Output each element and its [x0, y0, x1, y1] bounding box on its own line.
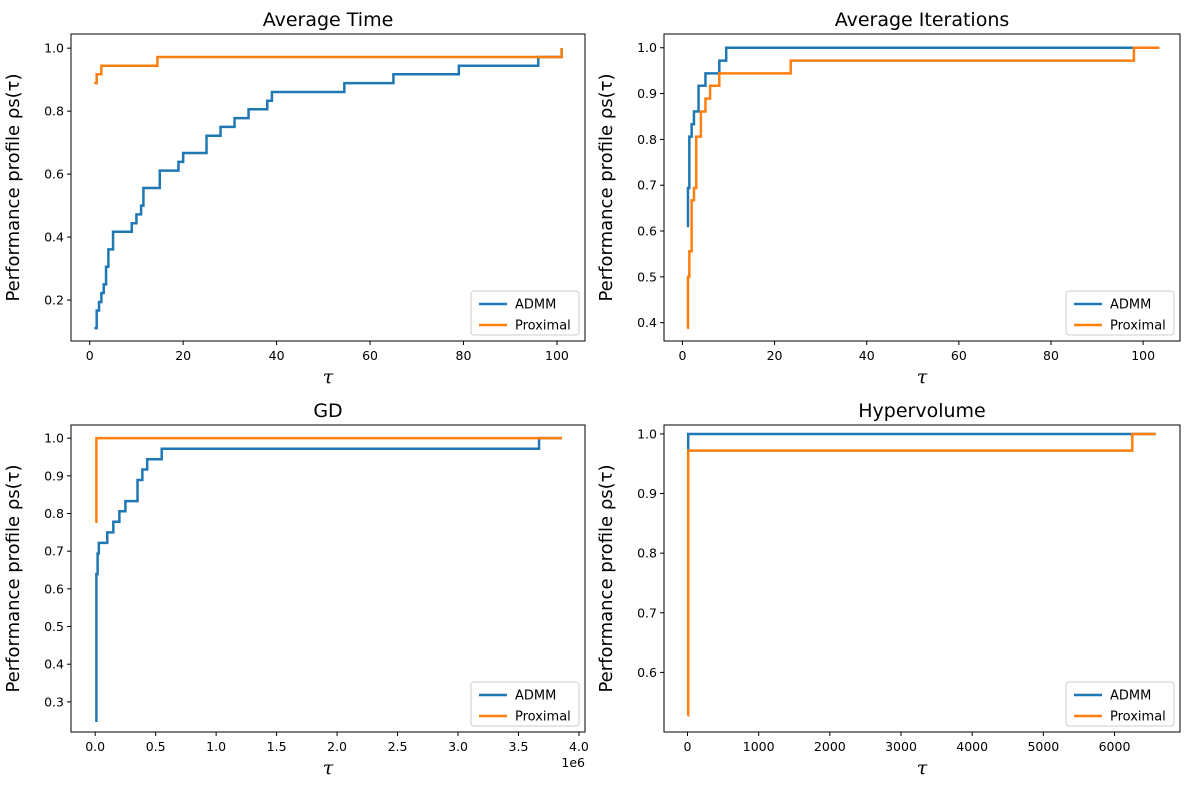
y-tick-label: 1.0 [44, 431, 64, 446]
chart-title: Average Iterations [835, 9, 1010, 31]
y-tick-label: 0.9 [637, 486, 657, 501]
y-axis-label: Performance profile ρs(τ) [596, 73, 617, 301]
legend-label: Proximal [1110, 710, 1166, 725]
x-tick-label: 4000 [956, 739, 988, 754]
x-tick-label: 80 [1043, 348, 1059, 363]
x-tick-label: 1.0 [206, 739, 226, 754]
chart-title: Hypervolume [858, 400, 985, 422]
legend: ADMM Proximal [1065, 681, 1175, 727]
x-tick-label: 20 [767, 348, 783, 363]
axes-frame [70, 424, 586, 733]
legend-label: ADMM [515, 689, 556, 704]
x-tick-label: 3.0 [448, 739, 468, 754]
chart-title: GD [313, 400, 342, 422]
series-line-admm [95, 436, 563, 722]
x-tick-label: 0.0 [85, 739, 105, 754]
x-tick-label: 3000 [885, 739, 917, 754]
x-tick-label: 100 [545, 348, 569, 363]
y-tick-label: 1.0 [44, 41, 64, 56]
x-tick-label: 5000 [1027, 739, 1059, 754]
y-tick-label: 0.6 [44, 167, 64, 182]
x-tick-label: 2000 [814, 739, 846, 754]
series-line-proximal [94, 48, 563, 85]
y-tick-label: 0.4 [637, 315, 657, 330]
x-tick-label: 2.5 [388, 739, 408, 754]
y-tick-label: 0.5 [44, 619, 64, 634]
series-line-proximal [686, 46, 1160, 329]
x-tick-label: 2.0 [327, 739, 347, 754]
series-line-proximal [686, 432, 1156, 717]
legend-label: ADMM [515, 298, 556, 313]
legend-label: ADMM [1110, 689, 1151, 704]
legend: ADMM Proximal [470, 681, 580, 727]
x-tick-label: 1.5 [267, 739, 287, 754]
y-tick-label: 1.0 [637, 426, 657, 441]
x-tick-label: 3.5 [509, 739, 529, 754]
y-tick-label: 0.2 [44, 293, 64, 308]
y-tick-label: 0.8 [637, 132, 657, 147]
series-line-admm [686, 46, 1160, 228]
x-tick-label: 0 [684, 739, 692, 754]
chart-panel-2: Average Iterations Performance profile ρs… [596, 9, 1181, 388]
y-tick-label: 0.7 [44, 544, 64, 559]
x-axis-offset-label: 1e6 [561, 755, 585, 770]
x-axis-label: τ [917, 366, 928, 388]
axes-frame [663, 424, 1181, 733]
legend: ADMM Proximal [1065, 290, 1175, 336]
y-axis-label: Performance profile ρs(τ) [596, 464, 617, 692]
chart-panel-3: GD Performance profile ρs(τ) τ 0.0 0.5 1.0 1.5… [3, 400, 589, 779]
chart-panel-1: Average Time Performance profile ρs(τ) τ 0 2… [3, 9, 586, 388]
y-tick-label: 0.9 [637, 86, 657, 101]
x-tick-label: 0 [678, 348, 686, 363]
y-tick-label: 0.3 [44, 694, 64, 709]
y-tick-label: 0.7 [637, 178, 657, 193]
x-tick-label: 60 [362, 348, 378, 363]
series-line-proximal [95, 436, 563, 524]
series-line-admm [94, 48, 563, 330]
y-tick-label: 0.8 [637, 546, 657, 561]
chart-title: Average Time [263, 9, 394, 31]
y-tick-label: 0.7 [637, 605, 657, 620]
x-axis-label: τ [323, 757, 334, 779]
y-tick-label: 0.6 [637, 665, 657, 680]
x-tick-label: 80 [456, 348, 472, 363]
x-tick-label: 4.0 [569, 739, 589, 754]
y-tick-label: 0.8 [44, 104, 64, 119]
axes-frame [663, 33, 1181, 342]
y-tick-label: 0.4 [44, 657, 64, 672]
y-axis-label: Performance profile ρs(τ) [3, 73, 24, 301]
legend-label: Proximal [515, 710, 571, 725]
legend: ADMM Proximal [470, 290, 580, 336]
y-tick-label: 0.9 [44, 468, 64, 483]
x-tick-label: 1000 [743, 739, 775, 754]
x-axis-label: τ [323, 366, 334, 388]
x-tick-label: 20 [175, 348, 191, 363]
x-tick-label: 40 [859, 348, 875, 363]
x-tick-label: 60 [951, 348, 967, 363]
legend-label: ADMM [1110, 298, 1151, 313]
axes-frame [70, 33, 586, 342]
y-tick-label: 0.4 [44, 230, 64, 245]
x-axis-label: τ [917, 757, 928, 779]
legend-label: Proximal [515, 319, 571, 334]
legend-label: Proximal [1110, 319, 1166, 334]
y-tick-label: 0.6 [44, 581, 64, 596]
x-tick-label: 6000 [1099, 739, 1131, 754]
chart-panel-4: Hypervolume Performance profile ρs(τ) τ 0 10… [596, 400, 1181, 779]
y-tick-label: 0.5 [637, 269, 657, 284]
y-tick-label: 0.6 [637, 224, 657, 239]
x-tick-label: 100 [1131, 348, 1155, 363]
x-tick-label: 0 [86, 348, 94, 363]
y-tick-label: 1.0 [637, 40, 657, 55]
x-tick-label: 0.5 [146, 739, 166, 754]
y-axis-label: Performance profile ρs(τ) [3, 464, 24, 692]
y-tick-label: 0.8 [44, 506, 64, 521]
series-line-admm [686, 432, 1156, 452]
x-tick-label: 40 [269, 348, 285, 363]
